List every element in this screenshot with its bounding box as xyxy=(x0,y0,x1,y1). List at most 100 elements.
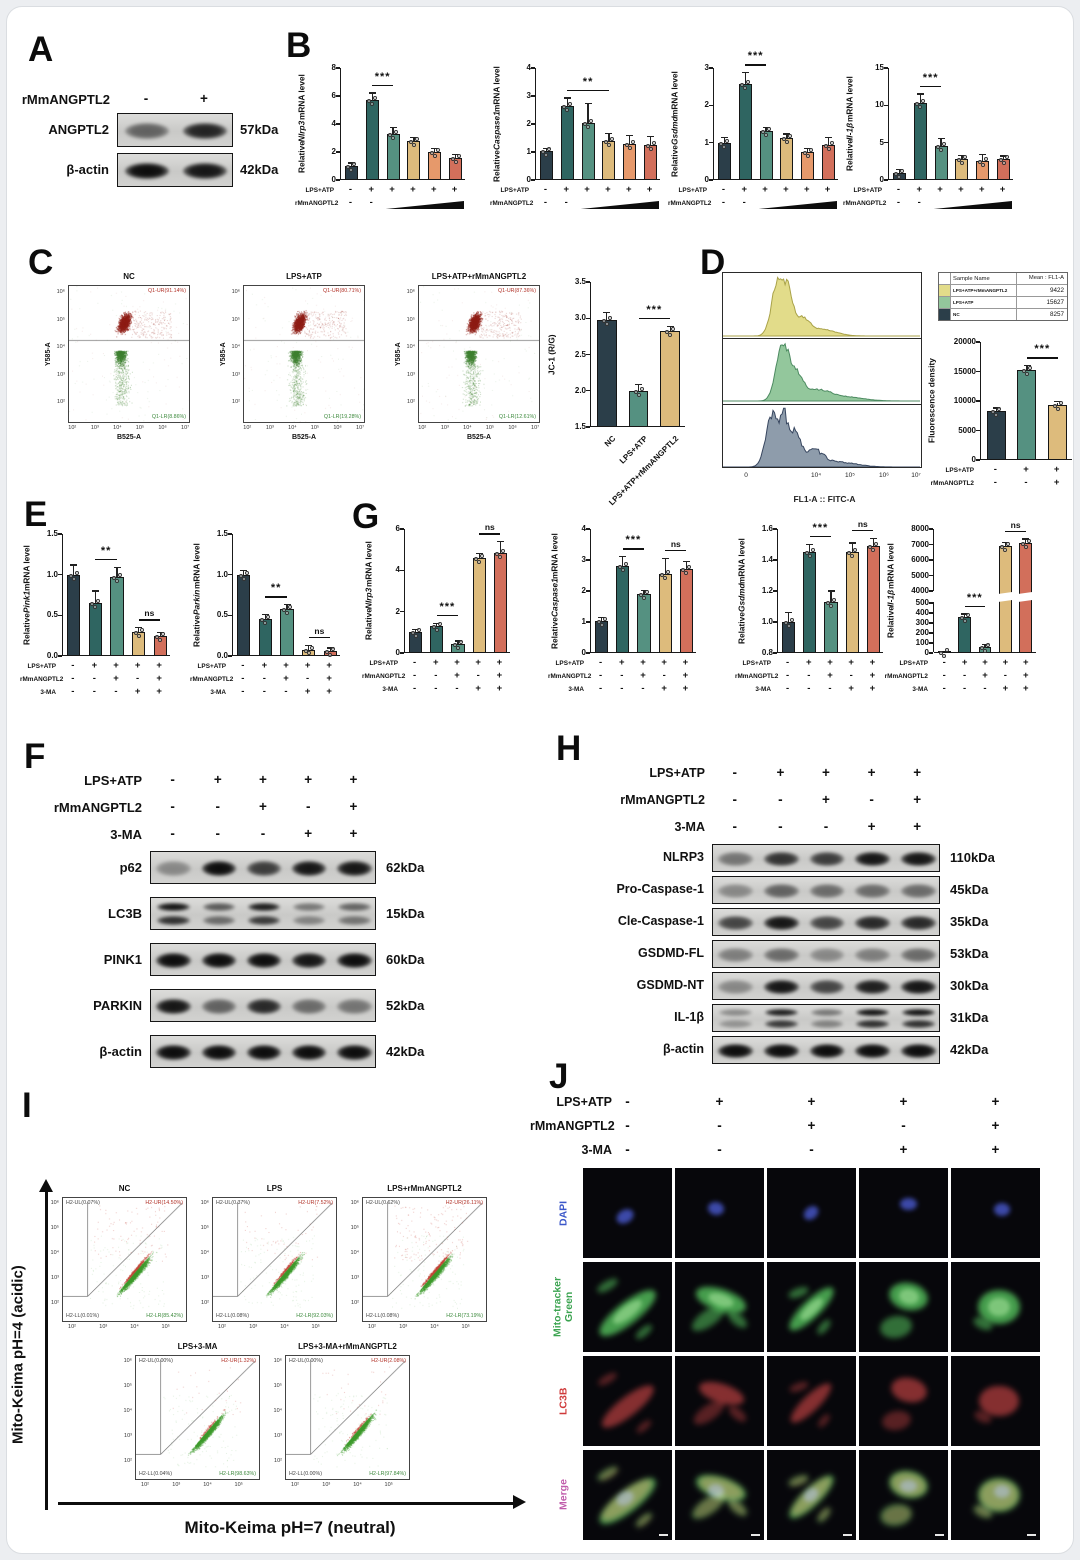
x-tick-label: 10⁴ xyxy=(203,1482,212,1488)
x-tick-label: 10⁴ xyxy=(430,1324,439,1330)
data-point xyxy=(719,141,724,146)
y-tick-mark xyxy=(929,612,933,614)
error-whisker xyxy=(809,545,811,554)
protein-band xyxy=(764,1020,798,1028)
y-axis-label: Relative Pink1 mRNA level xyxy=(21,545,32,645)
y-tick-label: 2 xyxy=(395,606,400,616)
mean-value-cell: 8257 xyxy=(1049,311,1064,318)
fluorescence-blob xyxy=(900,1479,918,1493)
significance-label: ns xyxy=(144,608,155,619)
y-tick-label: 400 xyxy=(915,608,929,617)
panel-i-label: I xyxy=(22,1086,32,1125)
x-tick-label: 10³ xyxy=(249,1324,258,1330)
data-point xyxy=(410,631,415,636)
x-tick-label: 10⁴ xyxy=(810,472,822,479)
treatment-mark: - xyxy=(92,673,96,684)
bar xyxy=(493,552,507,653)
y-tick-label: 0.5 xyxy=(216,610,228,620)
axis-break xyxy=(997,591,1014,602)
treatment-mark: + xyxy=(867,765,876,780)
data-point xyxy=(282,607,286,612)
error-cap xyxy=(347,162,355,164)
fitc-histograms: 0 10⁴ 10⁵ 10⁶ 10⁷ xyxy=(722,272,927,502)
band-name: GSDMD-NT xyxy=(636,978,704,992)
y-axis-label: Relative Il-1β mRNA level xyxy=(885,543,896,639)
data-point xyxy=(874,542,879,547)
data-point xyxy=(155,634,160,639)
treatment-mark: - xyxy=(942,657,946,668)
y-tick-mark xyxy=(709,179,713,181)
channel-label-merge: Merge xyxy=(557,1479,570,1511)
protein-band xyxy=(247,916,281,925)
chart-g-nlrp3: Relative Nlrp3 mRNA level 0 2 4 6 *** ns LPS+AT… xyxy=(362,515,534,715)
data-point xyxy=(604,322,609,327)
y-axis-label: Fluorescence density xyxy=(926,358,937,444)
bar xyxy=(866,546,880,653)
treatment-mark: + xyxy=(1053,464,1060,475)
treatment-row-name: rMmANGPTL2 xyxy=(20,676,64,683)
data-point xyxy=(349,168,354,172)
error-cap xyxy=(542,147,550,150)
protein-band xyxy=(246,1044,282,1061)
data-point xyxy=(850,554,855,559)
treatment-mark: + xyxy=(899,1094,908,1109)
significance-label: *** xyxy=(812,522,829,535)
error-whisker xyxy=(744,73,746,85)
protein-band xyxy=(810,1008,844,1017)
data-point xyxy=(437,622,442,627)
protein-band xyxy=(718,1044,754,1058)
treatment-mark: + xyxy=(304,686,311,697)
quadrant-lr-label: Q1-LR(19.28%) xyxy=(323,414,361,420)
treatment-mark: - xyxy=(828,683,832,694)
data-point xyxy=(660,572,665,577)
y-tick-label: 3 xyxy=(581,555,586,564)
fluorescence-blob xyxy=(706,1200,725,1217)
jc1-dotplot xyxy=(69,286,189,422)
y-tick-label: 2.5 xyxy=(574,349,586,359)
micro-cell-dapi-5 xyxy=(951,1168,1040,1258)
channel-label-mito-tracker-green: Mito-tracker Green xyxy=(551,1276,575,1338)
data-point xyxy=(802,151,807,155)
error-cap xyxy=(156,631,164,634)
y-tick-mark xyxy=(400,652,404,654)
scale-bar xyxy=(751,1534,760,1536)
bar xyxy=(637,594,651,653)
data-point xyxy=(495,551,500,556)
x-tick-label: 10⁶ xyxy=(879,472,889,479)
data-point xyxy=(244,570,249,575)
data-point xyxy=(939,148,944,153)
protein-band xyxy=(292,860,327,877)
data-point xyxy=(740,82,745,87)
data-point xyxy=(743,85,748,90)
error-cap xyxy=(626,135,634,137)
data-point xyxy=(568,101,573,106)
quadrant-ur-label: H2-UR(26.11%) xyxy=(445,1200,483,1206)
bar xyxy=(581,122,595,180)
error-cap xyxy=(682,560,690,563)
y-tick-label: 10³ xyxy=(407,371,415,378)
error-cap xyxy=(605,133,613,135)
data-point xyxy=(767,127,772,132)
significance-label: ** xyxy=(100,544,112,557)
error-whisker xyxy=(454,154,457,159)
data-point xyxy=(609,136,614,141)
data-point xyxy=(606,142,611,147)
data-point xyxy=(962,619,967,623)
error-whisker xyxy=(1057,402,1059,407)
protein-band xyxy=(718,980,754,994)
protein-band xyxy=(124,122,170,140)
data-point xyxy=(96,599,101,604)
treatment-mark: + xyxy=(433,657,439,668)
axis-break xyxy=(1017,591,1035,602)
error-cap xyxy=(326,647,334,649)
data-point xyxy=(373,96,378,101)
y-tick-label: 0.0 xyxy=(216,651,228,660)
significance-line xyxy=(920,85,942,88)
flow-plot-nc: NC Q1-UR(91.14%) Q1-LR(8.86%) 10² 10³ 10⁴ 10⁵ 1… xyxy=(44,266,219,466)
data-point xyxy=(68,573,73,578)
y-tick-mark xyxy=(586,390,590,392)
data-point xyxy=(589,118,594,123)
treatment-row-name: rMmANGPTL2 xyxy=(735,673,779,680)
error-cap xyxy=(785,612,793,614)
significance-line xyxy=(1005,530,1026,532)
